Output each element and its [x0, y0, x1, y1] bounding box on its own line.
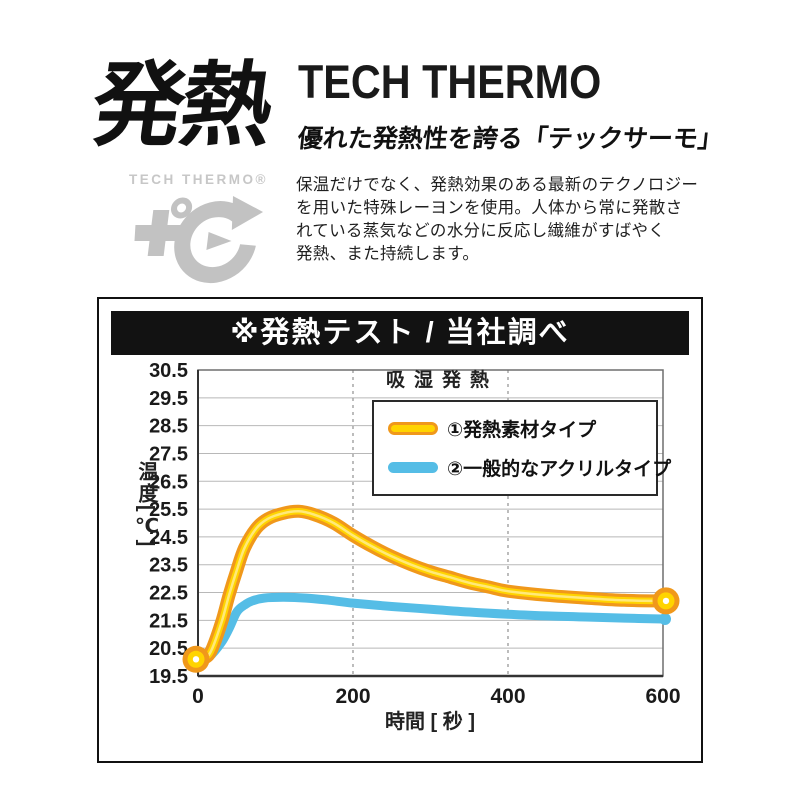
- subtitle: 優れた発熱性を誇る「テックサーモ」: [296, 125, 725, 153]
- heat-start-marker: [192, 656, 200, 663]
- y-tick-label: 30.5: [149, 360, 188, 382]
- x-tick-label: 0: [192, 685, 204, 708]
- chart-title: ※発熱テスト / 当社調べ: [230, 317, 570, 349]
- legend-item-heat-material: ①発熱素材タイプ: [388, 415, 656, 442]
- y-tick-label: 27.5: [149, 443, 188, 465]
- chart-box: 30.5 29.5 28.5 27.5 26.5 25.5 24.5 23.5 22.5 21.5…: [97, 297, 703, 763]
- y-tick-label: 20.5: [149, 638, 188, 660]
- logo-wordmark: TECH THERMO®: [129, 172, 268, 187]
- series-heat-material-line-core: [196, 510, 665, 661]
- chart-annotation: 吸湿発熱: [385, 370, 498, 391]
- y-tick-label: 28.5: [149, 416, 188, 438]
- series-heat-material-line-inner: [194, 508, 667, 663]
- x-tick-label: 600: [645, 685, 680, 708]
- y-tick-label: 22.5: [149, 583, 188, 605]
- series-heat-material-line-outer: [191, 504, 670, 666]
- chart-title-bar: ※発熱テスト / 当社調べ: [111, 311, 689, 355]
- legend-swatch-yellow-line-icon: [388, 421, 438, 435]
- description-text: 保温だけでなく、発熱効果のある最新のテクノロジー を用いた特殊レーヨンを使用。人…: [296, 176, 699, 263]
- y-tick-label: 23.5: [149, 555, 188, 577]
- chart-legend: ①発熱素材タイプ ②一般的なアクリルタイプ: [372, 400, 671, 496]
- heat-end-marker: [662, 597, 670, 605]
- plus-degree-c-arrow-logo-icon: [134, 196, 264, 283]
- y-tick-label: 25.5: [149, 499, 188, 521]
- y-tick-label: 24.5: [149, 527, 188, 549]
- brand-title: TECH THERMO: [298, 55, 602, 108]
- degree-ring: [170, 197, 193, 219]
- big-title: 発熱: [85, 55, 277, 157]
- legend-label-acrylic: ②一般的なアクリルタイプ: [447, 459, 672, 481]
- x-tick-label: 400: [490, 685, 525, 708]
- inner-arrowhead: [206, 232, 232, 250]
- y-tick-label: 21.5: [149, 610, 188, 632]
- legend-swatch-blue-line-icon: [388, 462, 438, 474]
- x-tick-label: 200: [335, 685, 370, 708]
- plus-shape: [134, 210, 183, 256]
- y-axis-title: 温度[℃]: [135, 461, 157, 549]
- y-tick-label: 19.5: [149, 666, 188, 688]
- x-axis-title: 時間 [ 秒 ]: [385, 711, 475, 733]
- y-tick-label: 29.5: [149, 388, 188, 410]
- arrowhead: [231, 196, 264, 230]
- y-tick-label: 26.5: [149, 471, 188, 493]
- legend-item-acrylic: ②一般的なアクリルタイプ: [388, 454, 671, 481]
- series-acrylic-line: [193, 592, 668, 667]
- legend-label-heat-material: ①発熱素材タイプ: [447, 419, 597, 441]
- acrylic-end-marker: [659, 612, 671, 625]
- c-arc: [174, 201, 256, 283]
